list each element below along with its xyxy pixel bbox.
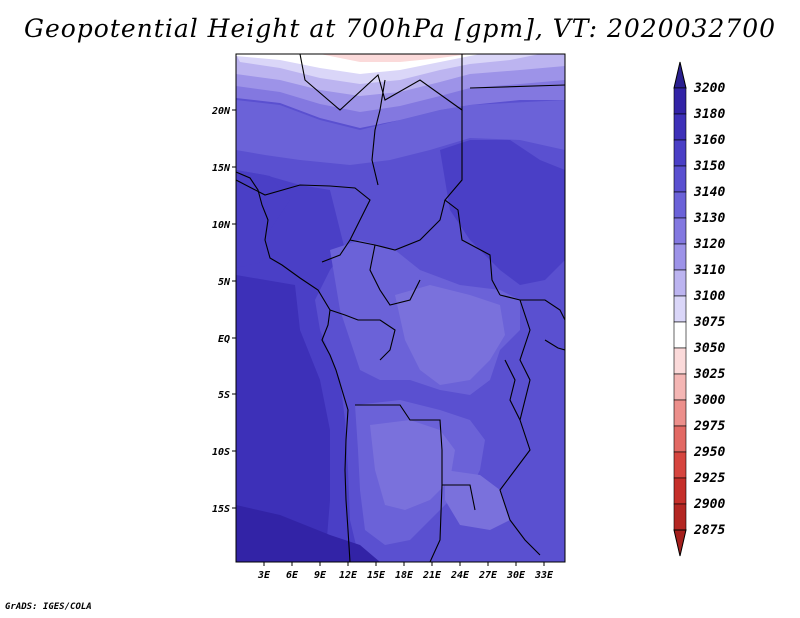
height-field: [236, 54, 565, 562]
lat-label: 10N: [212, 220, 231, 231]
map-title: Geopotential Height at 700hPa [gpm], VT:…: [23, 14, 777, 43]
colorbar-swatch: [673, 139, 687, 167]
colorbar-label: 3130: [693, 211, 725, 226]
colorbar-label: 3110: [693, 263, 725, 278]
grads-credit: GrADS: IGES/COLA: [5, 602, 92, 612]
colorbar-swatch: [673, 425, 687, 453]
lat-label: 5S: [218, 390, 230, 401]
colorbar-swatch: [673, 87, 687, 115]
colorbar-label: 2950: [693, 445, 725, 460]
colorbar-swatch: [673, 269, 687, 297]
lat-label: 15S: [212, 504, 230, 515]
colorbar-label: 2925: [693, 471, 725, 486]
colorbar-swatch: [673, 347, 687, 375]
colorbar-swatch: [673, 295, 687, 323]
lon-label: 3E: [257, 570, 271, 581]
colorbar-label: 3025: [693, 367, 725, 382]
colorbar-swatch: [673, 217, 687, 245]
lon-label: 33E: [534, 570, 554, 581]
coastlines-and-borders: [236, 54, 565, 562]
colorbar-swatch: [673, 477, 687, 505]
lat-label: EQ: [218, 334, 230, 345]
lat-label: 15N: [212, 163, 231, 174]
lon-label: 9E: [314, 570, 327, 581]
colorbar-label: 3120: [693, 237, 725, 252]
lon-label: 21E: [422, 570, 442, 581]
lat-label: 20N: [211, 106, 231, 117]
map-frame: [235, 53, 566, 563]
colorbar-label: 3140: [693, 185, 725, 200]
colorbar-cap-bottom: [673, 529, 687, 557]
colorbar-cap-top: [673, 61, 687, 89]
lon-label: 30E: [506, 570, 526, 581]
lon-label: 12E: [339, 570, 358, 581]
lat-label: 5N: [218, 277, 231, 288]
colorbar-label: 2900: [693, 497, 725, 512]
colorbar-label: 3160: [693, 133, 725, 148]
lon-label: 18E: [395, 570, 414, 581]
colorbar-label: 3180: [693, 107, 725, 122]
colorbar-swatch: [673, 373, 687, 401]
colorbar-label: 3000: [693, 393, 725, 408]
colorbar-swatch: [673, 503, 687, 531]
colorbar-label: 3075: [693, 315, 725, 330]
colorbar: 3200 3180 3160 3150 3140 3130 3120 3110 3100 3075…: [673, 61, 725, 557]
colorbar-label: 3050: [693, 341, 725, 356]
latitude-axis: 20N 15N 10N 5N EQ 5S 10S 15S: [211, 106, 236, 515]
lon-label: 6E: [286, 570, 299, 581]
longitude-axis: 3E 6E 9E 12E 15E 18E 21E 24E 27E 30E 33E: [257, 562, 554, 581]
colorbar-label: 3150: [693, 159, 725, 174]
colorbar-label: 2875: [693, 523, 725, 538]
colorbar-swatch: [673, 191, 687, 219]
colorbar-swatch: [673, 321, 687, 349]
colorbar-swatch: [673, 243, 687, 271]
colorbar-label: 3200: [693, 81, 725, 96]
colorbar-swatch: [673, 113, 687, 141]
lon-label: 24E: [450, 570, 470, 581]
colorbar-swatch: [673, 399, 687, 427]
colorbar-swatch: [673, 165, 687, 193]
colorbar-label: 3100: [693, 289, 725, 304]
lon-label: 27E: [478, 570, 498, 581]
colorbar-label: 2975: [693, 419, 725, 434]
lon-label: 15E: [367, 570, 386, 581]
colorbar-swatch: [673, 451, 687, 479]
lat-label: 10S: [212, 447, 230, 458]
